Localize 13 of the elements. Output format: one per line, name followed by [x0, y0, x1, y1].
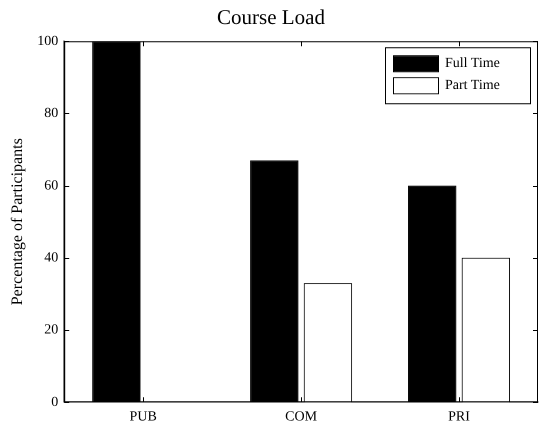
x-tick-label: COM	[285, 409, 318, 424]
y-tick-label: 20	[44, 322, 58, 338]
legend-label: Part Time	[445, 78, 500, 93]
y-tick-label: 80	[44, 106, 58, 122]
y-tick-label: 0	[51, 394, 58, 410]
y-axis-title: Percentage of Participants	[8, 138, 26, 306]
chart-title: Course Load	[217, 5, 326, 30]
legend-label: Full Time	[445, 56, 500, 71]
y-tick-label: 40	[44, 250, 58, 266]
x-tick-label: PRI	[448, 409, 470, 424]
x-tick-label: PUB	[130, 409, 157, 424]
y-tick-label: 100	[37, 34, 58, 49]
y-tick-label: 60	[44, 178, 58, 194]
